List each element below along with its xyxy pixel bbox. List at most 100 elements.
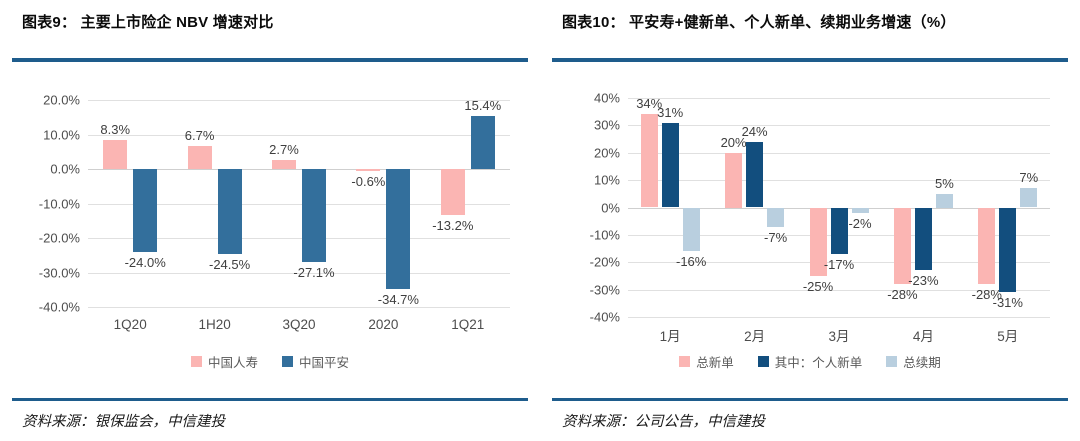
footer-divider [12, 398, 528, 401]
data-label: 5% [934, 175, 954, 191]
pingan-business-growth-chart: 40% 30% 20% 10% 0% -10% -20% -30% -40% 34% 31% -16… [552, 62, 1068, 398]
x-axis-category-label: 1Q21 [451, 317, 485, 332]
data-label: -28% [887, 287, 918, 303]
bar [302, 169, 326, 263]
x-axis-category-label: 1H20 [198, 317, 231, 332]
figure-caption: 图表9： 主要上市险企 NBV 增速对比 [22, 14, 274, 31]
data-label: -7% [764, 229, 788, 245]
legend-label: 中国平安 [299, 356, 350, 370]
x-axis-category-label: 5月 [997, 329, 1019, 344]
y-axis-tick-label: 0% [601, 200, 620, 215]
x-axis-category-label: 3月 [828, 329, 850, 344]
data-label: -13.2% [432, 217, 474, 233]
figure-panel-left: 图表9： 主要上市险企 NBV 增速对比 20.0% 10.0% 0.0% -10.0… [12, 14, 528, 430]
gridline [88, 100, 510, 101]
data-label: -2% [848, 215, 872, 231]
data-label: -25% [802, 278, 834, 294]
footer-divider [552, 398, 1068, 401]
bar [809, 207, 827, 276]
y-axis-tick-label: -30.0% [38, 265, 80, 280]
legend: 总新单 其中：个人新单 总续期 [552, 352, 1068, 371]
y-axis-tick-label: 10.0% [43, 127, 80, 142]
legend-label: 总续期 [903, 356, 941, 370]
data-label: 7% [1019, 170, 1039, 186]
gridline [88, 238, 510, 239]
gridline [628, 289, 1050, 291]
bar [978, 207, 996, 285]
source-note: 资料来源：银保监会，中信建投 [22, 414, 225, 430]
gridline [88, 134, 510, 136]
bar [187, 145, 212, 169]
bar [1020, 188, 1038, 208]
y-axis-tick-label: -40% [589, 309, 620, 325]
gridline [628, 125, 1050, 127]
y-axis-tick-label: 0.0% [50, 161, 80, 177]
bar [893, 207, 911, 285]
data-label: -24.0% [124, 254, 166, 270]
x-axis-category-label: 2020 [368, 317, 399, 332]
y-axis-tick-label: -10.0% [38, 196, 80, 211]
gridline [628, 317, 1050, 318]
legend-swatch [282, 356, 293, 367]
data-label: -17% [823, 257, 855, 273]
figure-panel-right: 图表10： 平安寿+健新单、个人新单、续期业务增速（%） 40% 30% 20% 10… [540, 0, 1080, 441]
data-label: -27.1% [293, 265, 335, 281]
bar [914, 207, 932, 271]
y-axis-tick-label: 40% [593, 90, 620, 106]
gridline [628, 152, 1050, 154]
legend-swatch [886, 356, 898, 367]
x-axis: 1月 2月 3月 4月 5月 [628, 325, 1050, 345]
legend-item: 中国平安 [282, 352, 349, 371]
bar [217, 169, 242, 254]
data-label: 15.4% [464, 97, 502, 113]
caption-divider [552, 58, 1068, 62]
data-label: 31% [657, 104, 684, 120]
data-label: -16% [676, 254, 707, 270]
data-label: -34.7% [377, 291, 419, 307]
legend: 中国人寿 中国平安 [12, 352, 528, 371]
y-axis-tick-label: -10% [589, 227, 620, 243]
nbv-growth-chart: 20.0% 10.0% 0.0% -10.0% -20.0% -30.0% -40.0% 8… [12, 62, 528, 398]
bar [682, 207, 700, 252]
bar [640, 114, 658, 208]
legend-swatch [757, 356, 769, 367]
gridline [88, 203, 510, 205]
bar [470, 115, 495, 169]
legend-item: 总续期 [886, 352, 941, 371]
x-axis-category-label: 1月 [659, 329, 681, 344]
legend-item: 中国人寿 [190, 352, 258, 371]
data-label: 34% [636, 96, 663, 112]
gridline [628, 180, 1050, 182]
data-label: -23% [908, 273, 939, 289]
bar [272, 159, 296, 169]
y-axis-tick-label: -20.0% [38, 230, 80, 246]
bar [999, 207, 1017, 293]
gridline [88, 307, 510, 308]
y-axis-tick-label: -40.0% [38, 299, 80, 315]
bar [386, 169, 411, 289]
bar [133, 169, 158, 252]
figure-caption: 图表10： 平安寿+健新单、个人新单、续期业务增速（%） [562, 14, 956, 31]
data-label: 6.7% [184, 127, 215, 143]
legend-label: 其中：个人新单 [774, 356, 863, 370]
x-axis-category-label: 1Q20 [113, 317, 147, 332]
plot-area: 34% 31% -16% 20% 24% -7% -25% -17% -2% -28% -23% 5%… [628, 96, 1050, 318]
y-axis-tick-label: -30% [589, 282, 620, 298]
y-axis-tick-label: 30% [593, 117, 620, 133]
gridline [628, 98, 1050, 99]
bar [440, 169, 465, 215]
bar [746, 141, 764, 208]
bar [103, 140, 128, 169]
legend-label: 中国人寿 [207, 356, 258, 370]
y-axis-tick-label: -20% [589, 254, 620, 270]
data-label: 8.3% [100, 122, 131, 138]
gridline [628, 262, 1050, 264]
legend-item: 总新单 [679, 352, 734, 371]
data-label: 24% [741, 123, 768, 139]
data-label: -28% [971, 287, 1002, 303]
y-axis-tick-label: 20% [593, 145, 620, 161]
data-label: -31% [992, 295, 1023, 311]
gridline [88, 272, 510, 274]
plot-area: 8.3% -24.0% 6.7% -24.5% 2.7% -27.1% -0.6% -34.7… [88, 98, 510, 308]
